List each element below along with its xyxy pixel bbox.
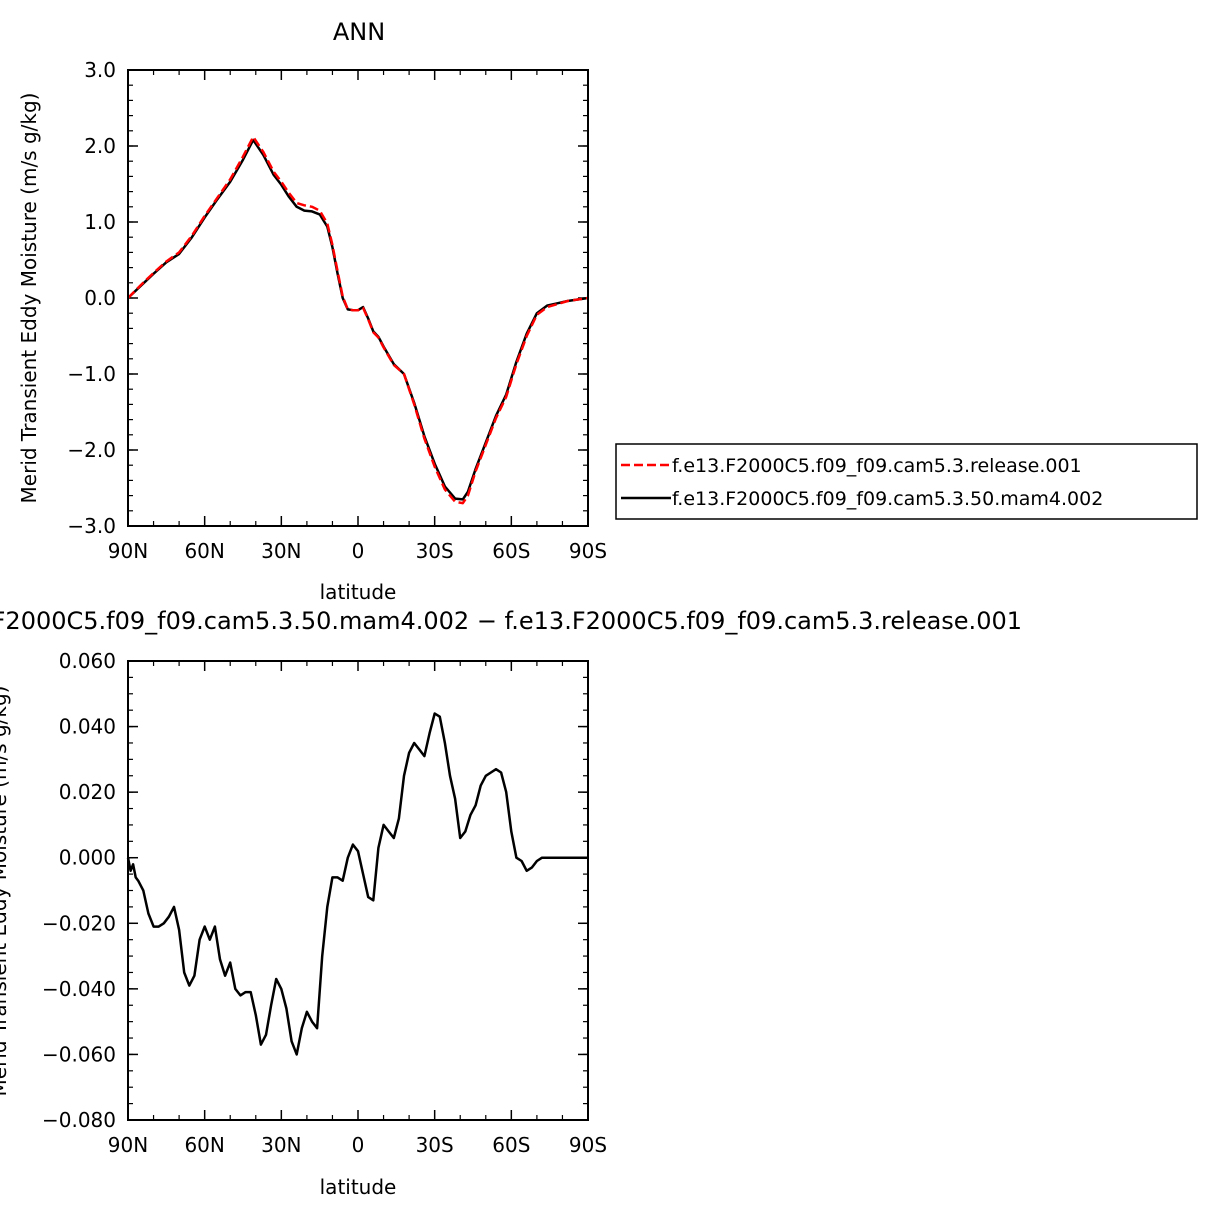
x-tick-label: 30S [416,539,454,563]
top-chart-title: ANN [333,18,385,46]
x-tick-label: 30N [261,1133,301,1157]
top-y-axis-label: Merid Transient Eddy Moisture (m/s g/kg) [17,93,41,504]
y-tick-label: −0.040 [42,977,116,1001]
bottom-panel: f.e13.F2000C5.f09_f09.cam5.3.50.mam4.002… [0,607,1022,1199]
x-tick-label: 60S [492,1133,530,1157]
x-tick-label: 90S [569,539,607,563]
y-tick-label: 0.000 [59,846,116,870]
series-line-1 [127,135,589,505]
top-x-tick-labels: 90N 60N 30N 0 30S 60S 90S [108,539,607,563]
bottom-x-axis-label: latitude [320,1175,397,1199]
y-tick-label: 0.0 [84,286,116,310]
x-tick-label: 30N [261,539,301,563]
series-line-2 [127,138,589,501]
legend: f.e13.F2000C5.f09_f09.cam5.3.release.001… [615,443,1198,520]
bottom-y-axis-label: Merid Transient Eddy Moisture (m/s g/kg) [0,686,11,1097]
x-tick-label: 30S [416,1133,454,1157]
bottom-y-tick-labels: 0.060 0.040 0.020 0.000 −0.020 −0.040 −0.060 −0… [42,649,116,1132]
top-plot-frame [127,69,589,527]
x-tick-label: 60N [184,1133,224,1157]
legend-label-series-1: f.e13.F2000C5.f09_f09.cam5.3.release.001 [672,455,1082,477]
y-tick-label: −2.0 [67,438,116,462]
y-tick-label: 1.0 [84,210,116,234]
y-tick-label: −0.080 [42,1108,116,1132]
x-tick-label: 0 [352,539,365,563]
y-tick-label: 0.020 [59,780,116,804]
top-panel: ANN latitude Merid Transient Eddy Moistu… [17,18,607,604]
legend-box [615,443,1198,520]
top-x-axis-label: latitude [320,580,397,604]
bottom-x-tick-labels: 90N 60N 30N 0 30S 60S 90S [108,1133,607,1157]
series-line-1 [126,712,588,1056]
x-tick-label: 0 [352,1133,365,1157]
bottom-series-lines [126,712,588,1056]
x-tick-label: 60N [184,539,224,563]
y-tick-label: −1.0 [67,362,116,386]
y-tick-label: 0.040 [59,715,116,739]
x-tick-label: 60S [492,539,530,563]
y-tick-label: 0.060 [59,649,116,673]
bottom-chart-title: f.e13.F2000C5.f09_f09.cam5.3.50.mam4.002… [0,607,1022,635]
y-tick-label: −0.020 [42,911,116,935]
top-axis-ticks [127,69,589,527]
x-tick-label: 90N [108,1133,148,1157]
y-tick-label: −3.0 [67,514,116,538]
legend-label-series-2: f.e13.F2000C5.f09_f09.cam5.3.50.mam4.002 [672,488,1103,510]
x-tick-label: 90S [569,1133,607,1157]
y-tick-label: −0.060 [42,1042,116,1066]
bottom-axis-ticks [127,660,589,1121]
top-series-lines [127,135,589,505]
bottom-plot-frame [127,660,589,1121]
y-tick-label: 2.0 [84,134,116,158]
y-tick-label: 3.0 [84,58,116,82]
x-tick-label: 90N [108,539,148,563]
top-y-tick-labels: 3.0 2.0 1.0 0.0 −1.0 −2.0 −3.0 [67,58,116,538]
